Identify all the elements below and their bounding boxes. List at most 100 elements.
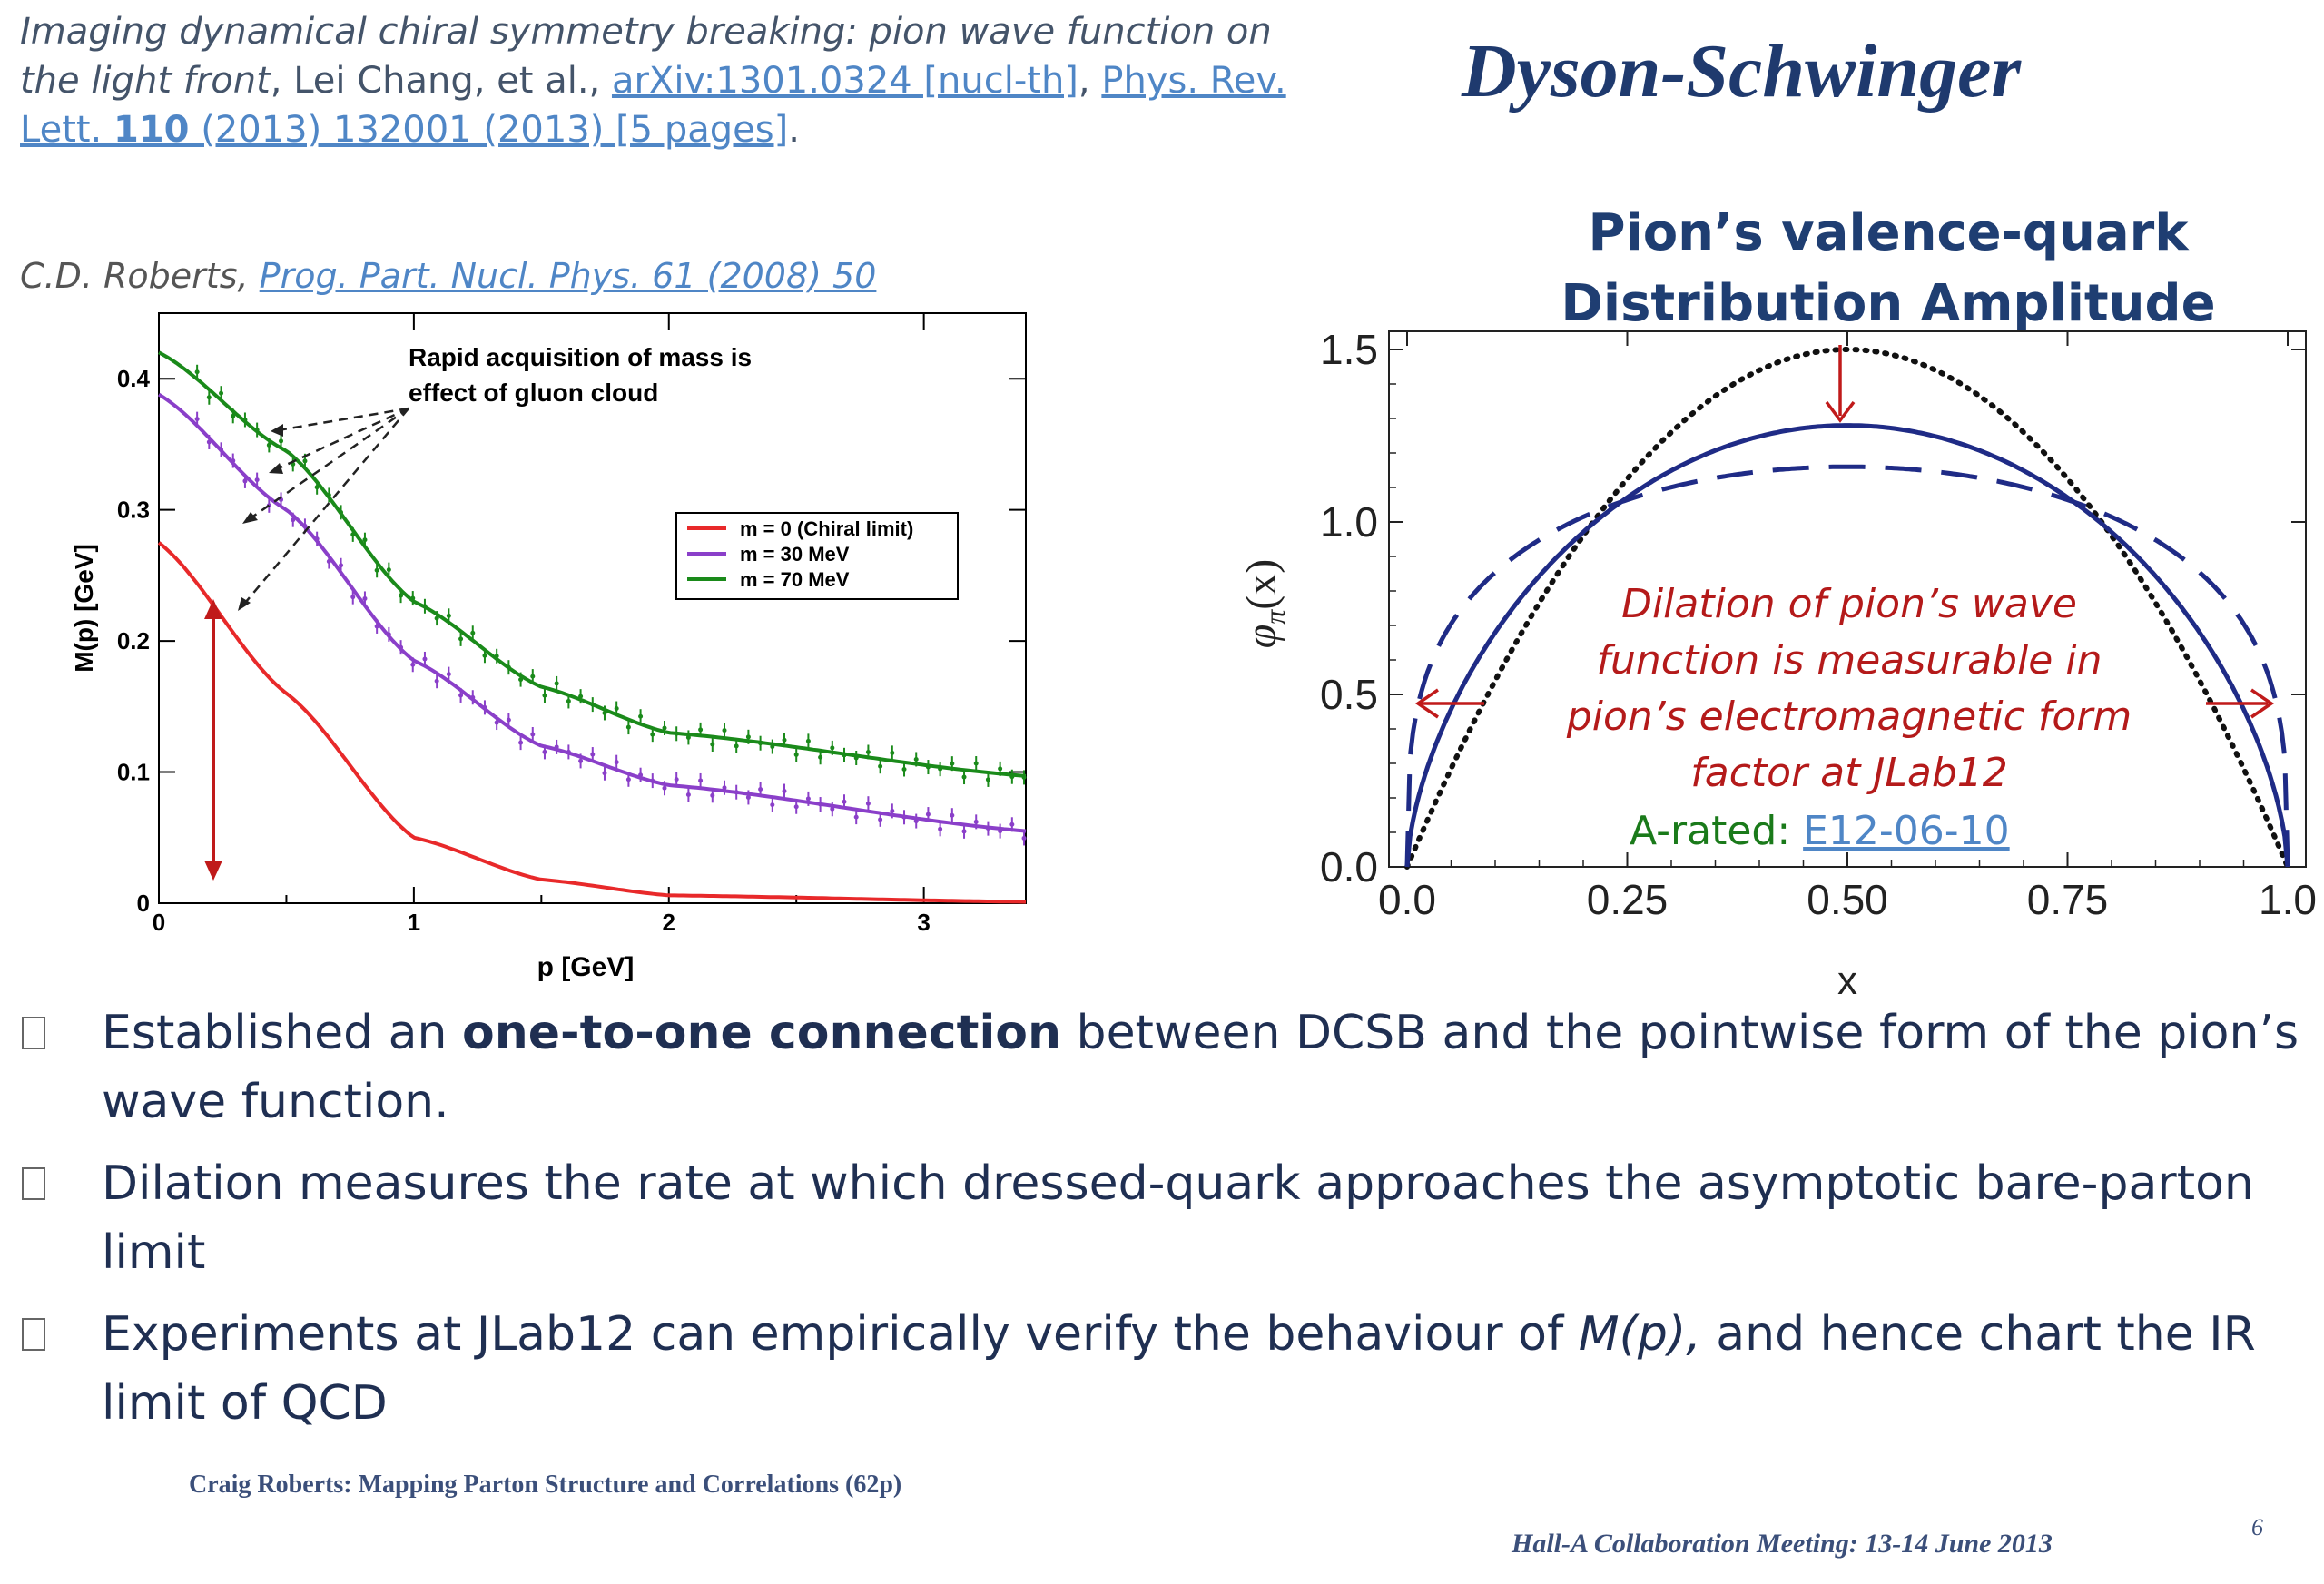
data-point — [890, 750, 895, 755]
data-point — [745, 734, 751, 740]
data-point — [350, 595, 356, 600]
data-point — [950, 761, 955, 766]
footer-left: Craig Roberts: Mapping Parton Structure … — [189, 1471, 902, 1499]
data-point — [530, 732, 536, 737]
series-line-solid — [1404, 423, 2290, 868]
data-point — [542, 749, 547, 754]
roberts-reference: C.D. Roberts, Prog. Part. Nucl. Phys. 61… — [20, 256, 877, 296]
data-point — [961, 829, 967, 834]
y-tick-label: 0.4 — [117, 365, 151, 392]
arxiv-link[interactable]: arXiv:1301.0324 [nucl-th] — [611, 60, 1078, 102]
roberts-journal-link[interactable]: Prog. Part. Nucl. Phys. 61 (2008) 50 — [259, 256, 877, 296]
data-point — [805, 796, 811, 802]
data-point — [998, 766, 1003, 772]
journal-link[interactable]: Phys. Rev. Lett. 110 (2013) 132001 (2013… — [20, 60, 1286, 151]
data-point — [625, 777, 631, 782]
pion-chart-lines — [1404, 347, 2290, 870]
data-point — [446, 613, 451, 618]
data-point — [782, 737, 787, 743]
x-tick-label: 0.0 — [1378, 876, 1436, 923]
y-tick-label: 0.0 — [1320, 843, 1378, 890]
data-point — [782, 789, 787, 794]
bullet-item: Experiments at JLab12 can empirically ve… — [20, 1300, 2308, 1438]
mass-chart-data — [194, 364, 1027, 846]
rated-link: E12-06-10 — [1803, 808, 2010, 854]
data-point — [194, 417, 200, 422]
data-point — [602, 771, 607, 776]
data-point — [925, 812, 931, 817]
data-point — [662, 785, 667, 791]
data-point — [901, 766, 907, 772]
bullet-item: Established an one-to-one connection bet… — [20, 999, 2308, 1136]
data-point — [973, 819, 979, 824]
annotation-line1: Rapid acquisition of mass is — [409, 343, 752, 371]
data-point — [734, 743, 739, 749]
data-point — [878, 817, 883, 822]
data-point — [770, 802, 775, 808]
y-tick-label: 1.5 — [1320, 326, 1378, 373]
data-point — [805, 738, 811, 743]
data-point — [722, 728, 727, 733]
x-tick-label: 0.50 — [1807, 876, 1888, 923]
data-point — [302, 458, 308, 464]
mass-chart-lines — [157, 350, 1027, 904]
data-point — [399, 593, 404, 598]
data-point — [1009, 822, 1015, 827]
data-point — [938, 826, 943, 831]
series-line — [157, 541, 1027, 904]
data-point — [231, 413, 236, 418]
data-point — [266, 442, 271, 448]
annotation-arrows — [240, 407, 409, 609]
data-point — [890, 808, 895, 813]
data-point — [973, 761, 979, 766]
svg-text:function is measurable in: function is measurable in — [1597, 637, 2102, 684]
data-point — [506, 717, 511, 723]
data-point — [542, 693, 547, 698]
data-point — [434, 678, 439, 684]
bullet-box-icon — [22, 1017, 45, 1049]
data-point — [865, 801, 871, 806]
legend-label: m = 70 MeV — [740, 568, 850, 591]
x-tick-label: 0.25 — [1587, 876, 1669, 923]
citation-title: Imaging dynamical chiral symmetry breaki… — [20, 11, 1272, 102]
page-number: 6 — [2251, 1514, 2263, 1540]
data-point — [362, 595, 368, 601]
y-tick-label: 0.3 — [117, 497, 150, 524]
annotation-line2: effect of gluon cloud — [409, 379, 658, 407]
data-point — [470, 630, 476, 635]
data-point — [710, 792, 715, 798]
data-point — [650, 732, 655, 737]
svg-text:factor at JLab12: factor at JLab12 — [1690, 750, 2007, 796]
data-point — [865, 749, 871, 754]
data-point — [818, 754, 823, 760]
annotation-arrowheads — [238, 424, 283, 611]
data-point — [662, 725, 667, 731]
data-point — [842, 799, 847, 804]
slide-title: Dyson-Schwinger — [1462, 29, 2022, 113]
series-line-dashed — [1404, 464, 2290, 868]
data-point — [194, 369, 200, 375]
data-point — [985, 777, 990, 782]
x-tick-label: 2 — [663, 909, 675, 936]
pion-chart-title: Pion’s valence-quark Distribution Amplit… — [1561, 203, 2216, 333]
data-point — [698, 778, 704, 783]
data-point — [793, 752, 799, 757]
data-point — [1021, 835, 1027, 841]
y-tick-label: 0.2 — [117, 627, 150, 654]
data-point — [590, 752, 596, 757]
data-point — [674, 777, 679, 782]
x-tick-label: 0 — [153, 909, 165, 936]
pion-chart-ylabel: φπ(x) — [1237, 559, 1291, 649]
legend-label: m = 30 MeV — [740, 543, 850, 566]
svg-text:pion’s electromagnetic form: pion’s electromagnetic form — [1566, 694, 2132, 740]
bullet-box-icon — [22, 1318, 45, 1351]
y-tick-label: 1.0 — [1320, 498, 1378, 546]
y-tick-label: 0.5 — [1320, 671, 1378, 718]
dilation-arrows — [1414, 345, 2275, 719]
data-point — [830, 806, 835, 812]
x-tick-label: 1 — [408, 909, 420, 936]
data-point — [458, 636, 464, 642]
data-point — [494, 720, 499, 725]
data-point — [206, 395, 212, 400]
pion-da-chart: 0.0 0.25 0.50 0.75 1.0 0.0 0.5 1.0 1.5 Dilation … — [1237, 326, 2317, 1003]
